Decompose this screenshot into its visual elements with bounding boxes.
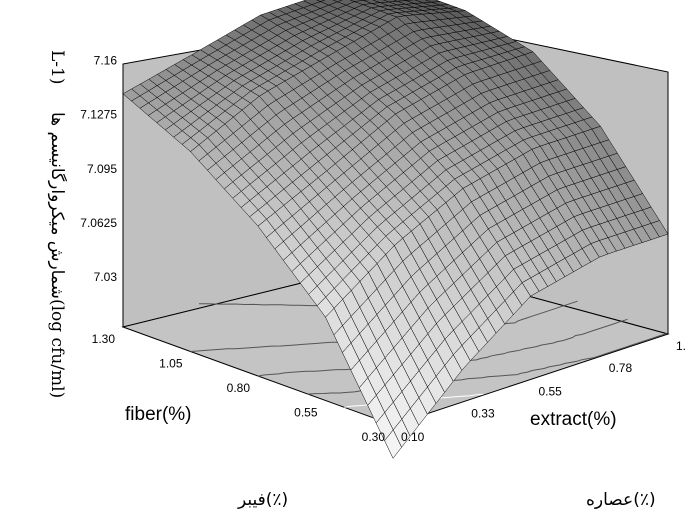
response-surface <box>122 0 669 459</box>
z-tick-label: 7.0625 <box>80 216 117 230</box>
fiber-axis-label: fiber(%) <box>125 404 192 425</box>
fiber-tick-label: 1.30 <box>92 332 116 346</box>
fiber-tick-label: 1.05 <box>159 357 183 371</box>
extract-tick-label: 0.10 <box>401 430 425 444</box>
extract-caption: عصاره(٪) <box>586 490 656 510</box>
surface-cell <box>384 429 402 459</box>
fiber-tick-label: 0.55 <box>294 406 318 420</box>
extract-tick-label: 0.78 <box>609 361 633 375</box>
z-tick-label: 7.03 <box>94 270 118 284</box>
axis-ticks: 0.30 0.55 0.80 1.05 1.30 0.10 0.33 0.55 0.78 1.00… <box>80 54 686 445</box>
extract-tick-label: 1.00 <box>676 339 686 353</box>
fiber-tick-label: 0.80 <box>227 381 251 395</box>
z-tick-label: 7.095 <box>87 162 117 176</box>
extract-tick-label: 0.55 <box>539 385 563 399</box>
z-tick-label: 7.1275 <box>80 108 117 122</box>
z-axis-title: شمارش میکروارگانیسم ها(log cfu/ml) <box>47 112 68 398</box>
contour-line <box>257 318 628 377</box>
fiber-tick-label: 0.30 <box>362 430 386 444</box>
extract-axis-label: extract(%) <box>530 409 617 430</box>
fiber-caption: فیبر(٪) <box>237 490 288 510</box>
z-axis-label: L-1) <box>47 50 67 84</box>
z-tick-label: 7.16 <box>94 54 118 68</box>
extract-tick-label: 0.33 <box>471 407 495 421</box>
